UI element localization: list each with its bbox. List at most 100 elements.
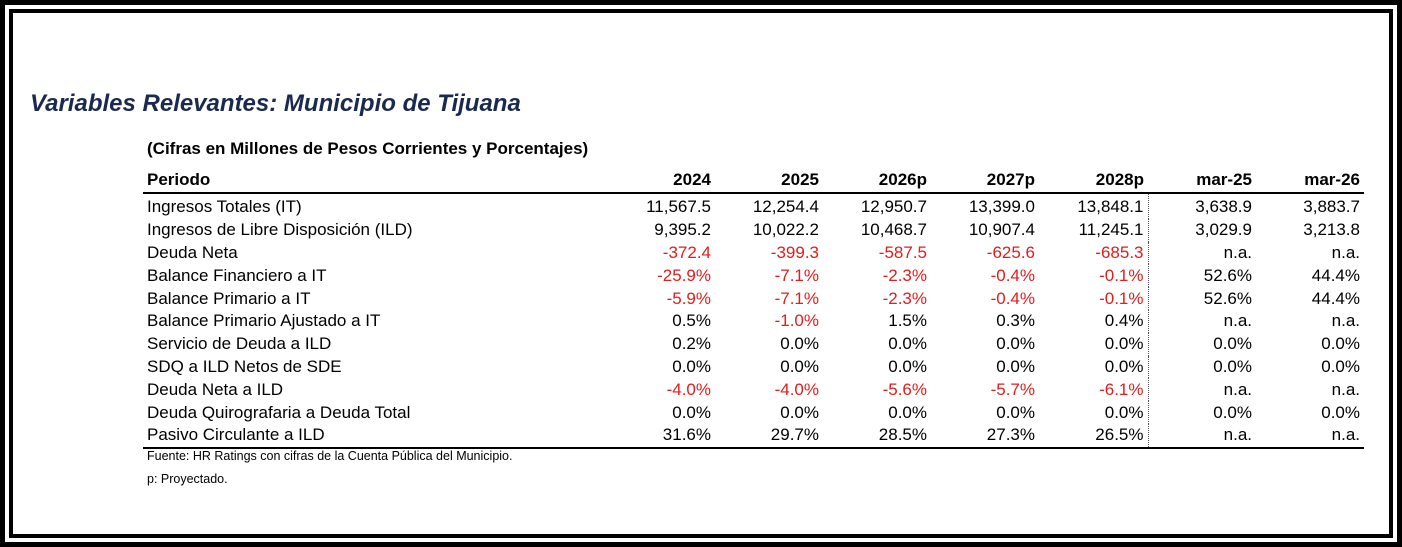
- table-cell: -7.1%: [774, 265, 819, 285]
- table-cell: 31.6%: [611, 423, 715, 449]
- row-label: Balance Primario a IT: [147, 288, 311, 308]
- row-label: Deuda Neta a ILD: [147, 379, 284, 399]
- table-cell: 12,254.4: [752, 197, 819, 217]
- table-cell: -1.0%: [774, 311, 819, 331]
- table-cell: n.a.: [1223, 379, 1252, 399]
- table-cell: n.a.: [1223, 242, 1252, 262]
- table-cell: 1.5%: [888, 311, 927, 331]
- table-cell: 52.6%: [1203, 265, 1252, 285]
- table-row: Balance Financiero a IT -25.9% -7.1% -2.3% -…: [143, 264, 1364, 288]
- table-cell: 0.5%: [672, 311, 711, 331]
- table-cell: n.a.: [1331, 242, 1360, 262]
- table-subtitle: (Cifras en Millones de Pesos Corrientes …: [147, 139, 589, 158]
- row-label: Deuda Neta: [147, 242, 238, 262]
- table-cell: -0.4%: [990, 288, 1035, 308]
- table-cell: -7.1%: [774, 288, 819, 308]
- header-row: Periodo 2024 2025 2026p 2027p 2028p mar-…: [143, 167, 1364, 194]
- table-cell: 0.0%: [996, 356, 1035, 376]
- table-cell: -685.3: [1039, 241, 1149, 265]
- row-label: Deuda Quirografaria a Deuda Total: [147, 402, 411, 422]
- table-cell: 10,022.2: [752, 220, 819, 240]
- table-cell: 0.0%: [1213, 356, 1252, 376]
- column-header-2025: 2025: [715, 167, 823, 194]
- table-cell: 11,567.5: [646, 197, 711, 217]
- inner-frame: [9, 9, 1393, 538]
- table-cell: 10,907.4: [968, 220, 1035, 240]
- table-row: Servicio de Deuda a ILD 0.2% 0.0% 0.0% 0.0% 0…: [143, 332, 1364, 356]
- table-row: SDQ a ILD Netos de SDE 0.0% 0.0% 0.0% 0.0% 0.…: [143, 355, 1364, 379]
- column-header-2027p: 2027p: [931, 167, 1039, 194]
- table-cell: 0.0%: [1213, 334, 1252, 354]
- table-cell: -587.5: [878, 242, 927, 262]
- table-cell: 13,399.0: [968, 197, 1035, 217]
- table-cell: -0.1%: [1039, 287, 1149, 310]
- table-cell: 12,950.7: [860, 197, 927, 217]
- table-row: Deuda Neta a ILD -4.0% -4.0% -5.6% -5.7% -6.1…: [143, 378, 1364, 402]
- table-cell: 10,468.7: [860, 220, 927, 240]
- table-row: Balance Primario Ajustado a IT 0.5% -1.0% 1…: [143, 309, 1364, 333]
- table-cell: -5.7%: [990, 379, 1035, 399]
- projected-footnote: p: Proyectado.: [147, 472, 228, 486]
- table-cell: 0.4%: [1039, 309, 1149, 333]
- table-cell: 0.0%: [672, 356, 711, 376]
- table-cell: n.a.: [1256, 423, 1364, 449]
- table-cell: -5.9%: [666, 288, 711, 308]
- row-label: Ingresos Totales (IT): [147, 197, 302, 217]
- variables-table: Periodo 2024 2025 2026p 2027p 2028p mar-…: [143, 167, 1364, 449]
- table-cell: 3,638.9: [1195, 197, 1252, 217]
- column-header-mar-25: mar-25: [1148, 167, 1256, 194]
- column-header-mar-26: mar-26: [1256, 167, 1364, 194]
- table-cell: -6.1%: [1039, 378, 1149, 402]
- table-cell: 3,213.8: [1303, 220, 1360, 240]
- table-cell: 0.0%: [888, 334, 927, 354]
- table-cell: 11,245.1: [1039, 218, 1149, 242]
- table-cell: -2.3%: [882, 265, 927, 285]
- table-cell: 52.6%: [1203, 288, 1252, 308]
- table-cell: -25.9%: [657, 265, 711, 285]
- table-cell: -5.6%: [882, 379, 927, 399]
- table-cell: -0.4%: [990, 265, 1035, 285]
- table-cell: -4.0%: [666, 379, 711, 399]
- page-title: Variables Relevantes: Municipio de Tijua…: [30, 90, 521, 117]
- table-cell: 0.0%: [672, 402, 711, 422]
- table-cell: 44.4%: [1311, 288, 1360, 308]
- row-label: SDQ a ILD Netos de SDE: [147, 356, 342, 376]
- table-cell: n.a.: [1331, 311, 1360, 331]
- row-label: Ingresos de Libre Disposición (ILD): [147, 220, 413, 240]
- table-cell: 13,848.1: [1039, 193, 1149, 219]
- table-cell: 44.4%: [1311, 265, 1360, 285]
- table-row: Balance Primario a IT -5.9% -7.1% -2.3% -0.4…: [143, 287, 1364, 310]
- table-cell: 0.0%: [1039, 355, 1149, 379]
- table-cell: 0.0%: [888, 356, 927, 376]
- table-cell: -4.0%: [774, 379, 819, 399]
- table-row: Ingresos Totales (IT) 11,567.5 12,254.4 12,…: [143, 193, 1364, 219]
- table-row: Deuda Quirografaria a Deuda Total 0.0% 0.0…: [143, 401, 1364, 424]
- table-cell: n.a.: [1148, 423, 1256, 449]
- table-row: Ingresos de Libre Disposición (ILD) 9,395…: [143, 218, 1364, 242]
- table-cell: 0.0%: [996, 402, 1035, 422]
- column-header-periodo: Periodo: [143, 167, 611, 194]
- row-label: Pasivo Circulante a ILD: [143, 423, 611, 449]
- table-cell: -372.4: [662, 242, 711, 262]
- table-cell: 27.3%: [931, 423, 1039, 449]
- column-header-2026p: 2026p: [823, 167, 931, 194]
- table-cell: 0.0%: [888, 402, 927, 422]
- table-cell: 0.3%: [996, 311, 1035, 331]
- table-cell: 0.0%: [1321, 334, 1360, 354]
- table-cell: 0.0%: [996, 334, 1035, 354]
- table-cell: 0.2%: [672, 334, 711, 354]
- table-cell: 26.5%: [1039, 423, 1149, 449]
- row-label: Balance Financiero a IT: [147, 265, 327, 285]
- table-cell: 0.0%: [1321, 356, 1360, 376]
- table-row: Pasivo Circulante a ILD 31.6% 29.7% 28.5% 27…: [143, 423, 1364, 449]
- table-cell: 0.0%: [1321, 402, 1360, 422]
- row-label: Balance Primario Ajustado a IT: [147, 311, 381, 331]
- table-cell: 29.7%: [715, 423, 823, 449]
- table-cell: 28.5%: [823, 423, 931, 449]
- source-footnote: Fuente: HR Ratings con cifras de la Cuen…: [147, 449, 513, 463]
- row-label: Servicio de Deuda a ILD: [147, 334, 332, 354]
- table-cell: 0.0%: [1039, 332, 1149, 356]
- table-cell: -399.3: [770, 242, 819, 262]
- table-cell: 0.0%: [1039, 401, 1149, 424]
- table-cell: 0.0%: [1213, 402, 1252, 422]
